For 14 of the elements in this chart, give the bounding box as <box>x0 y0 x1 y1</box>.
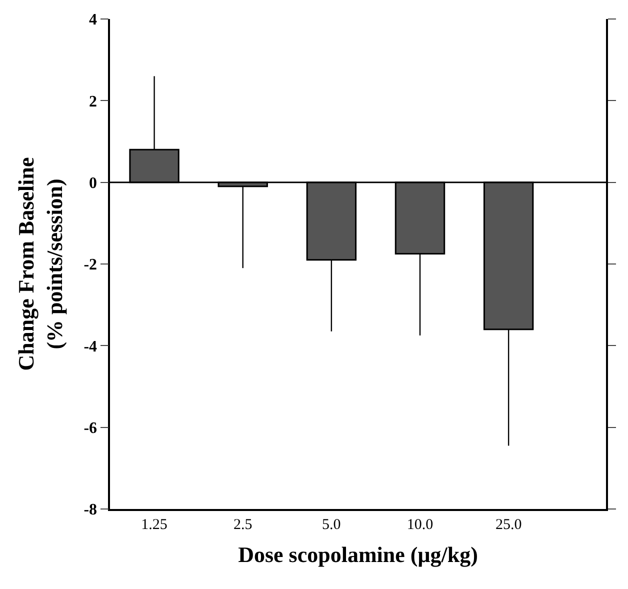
y-tick-label: -8 <box>84 502 98 519</box>
y-tick-label: 4 <box>89 12 98 29</box>
y-tick-label: 0 <box>89 174 98 192</box>
y-axis-title: Change From Baseline (% points/session) <box>13 157 68 371</box>
x-tick-label: 2.5 <box>233 516 252 533</box>
y-tick-label: -4 <box>84 338 98 356</box>
y-tick-label: -6 <box>84 420 98 437</box>
y-tick-label: -2 <box>84 256 98 274</box>
x-axis-title: Dose scopolamine (μg/kg) <box>238 542 478 568</box>
x-tick-label: 25.0 <box>495 516 522 533</box>
x-tick-label: 5.0 <box>322 516 341 533</box>
x-tick-label: 10.0 <box>406 516 434 533</box>
y-tick-label: 2 <box>89 93 98 110</box>
x-tick-label: 1.25 <box>141 516 168 533</box>
